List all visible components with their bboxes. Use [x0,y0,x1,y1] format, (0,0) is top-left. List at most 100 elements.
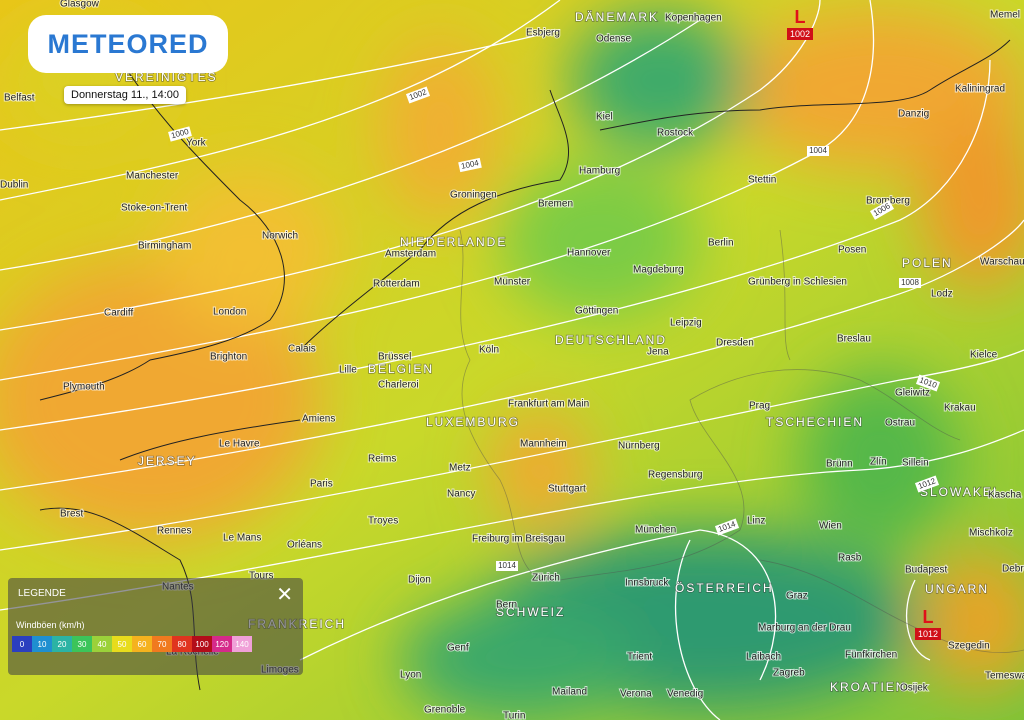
city-label: Zürich [532,573,560,584]
isobar-label-bg [807,146,829,156]
city-label: Le Mans [223,533,261,544]
city-label: York [186,138,207,149]
city-label: Nancy [447,489,475,500]
country-label: UNGARN [925,582,989,596]
city-label: Rotterdam [373,279,420,290]
country-label: LUXEMBURG [426,415,520,429]
city-label: Innsbruck [625,578,669,589]
city-label: Linz [747,516,765,527]
legend-swatch: 10 [32,636,52,652]
city-label: Manchester [126,171,179,182]
city-label: Leipzig [670,318,702,329]
isobar-label: 1012 [914,475,940,493]
city-label: Reims [368,454,396,465]
country-label: NIEDERLANDE [400,235,507,249]
isobar-label: 1010 [915,374,941,392]
isobar-label-bg [405,86,431,104]
low-symbol: L [795,7,806,27]
city-label: Temeswar [985,671,1024,682]
isobar-value: 1008 [901,278,919,287]
isobar-label: 1008 [899,278,921,288]
city-label: Glasgow [60,0,100,10]
city-label: Sillein [902,458,929,469]
city-label: Mannheim [520,439,567,450]
city-label: Dijon [408,575,431,586]
city-label: Kopenhagen [665,13,722,24]
city-label: Plymouth [63,382,105,393]
isobar-value: 1014 [498,561,516,570]
legend-swatch: 50 [112,636,132,652]
city-label: Grenoble [424,705,466,716]
isobar-label-bg [899,278,921,288]
city-label: Kaliningrad [955,84,1005,95]
isobar-label-bg [869,200,895,220]
city-label: Mischkolz [969,528,1013,539]
country-label: BELGIEN [368,362,434,376]
city-label: Regensburg [648,470,702,481]
country-label: TSCHECHIEN [766,415,864,429]
city-label: Charleroi [378,380,419,391]
legend-swatch: 120 [212,636,232,652]
city-label: Kascha [988,490,1022,501]
city-label: Mailand [552,687,587,698]
country-label: POLEN [902,256,953,270]
isobar-value: 1004 [809,146,827,155]
legend-swatch: 20 [52,636,72,652]
city-label: Genf [447,643,469,654]
city-label: Breslau [837,334,871,345]
country-label: JERSEY [138,454,197,468]
legend-swatch: 140 [232,636,252,652]
legend-subtitle: Windböen (km/h) [16,620,85,630]
city-label: Budapest [905,565,947,576]
isobar-label: 1000 [168,126,192,142]
isobar-label: 1004 [458,157,482,173]
city-label: Wien [819,521,842,532]
legend-swatch: 70 [152,636,172,652]
logo[interactable]: METEORED [28,15,228,73]
city-label: Fünfkirchen [845,650,897,661]
city-label: Köln [479,345,499,356]
city-label: München [635,525,676,536]
city-label: Paris [310,479,333,490]
borders [459,229,1024,654]
city-label: Troyes [368,516,398,527]
city-label: Dublin [0,180,28,191]
coastlines [39,39,1011,691]
isobar-label: 1014 [496,561,518,571]
city-label: Kielce [970,350,998,361]
country-label: SLOWAKEI [920,485,998,499]
city-label: Osijek [900,683,929,694]
city-label: Szegedin [948,641,990,652]
city-label: Zagreb [773,668,805,679]
city-label: Laibach [746,652,781,663]
isobar-label-bg [168,126,192,142]
pressure-box [787,28,813,40]
isobar-label-bg [496,561,518,571]
city-label: Brünn [826,459,853,470]
city-label: Amiens [302,414,335,425]
city-label: Brest [60,509,84,520]
close-button[interactable]: ✕ [276,584,293,606]
forecast-time[interactable]: Donnerstag 11., 14:00 [64,86,187,104]
isobar-label-bg [714,518,740,536]
legend-title: LEGENDE [18,588,66,599]
city-label: Warschau [980,257,1024,268]
city-label: Brighton [210,352,247,363]
city-label: Zlín [870,457,887,468]
city-label: Lodz [931,289,953,300]
city-label: Birmingham [138,241,191,252]
city-label: Brüssel [378,352,411,363]
city-label: Magdeburg [633,265,684,276]
country-label: VEREINIGTES [115,70,218,84]
isobar-label-bg [914,475,940,493]
city-label: Lille [339,365,357,376]
city-label: Lyon [400,670,421,681]
country-label: SCHWEIZ [496,605,565,619]
city-label: Calais [288,344,316,355]
city-label: Rennes [157,526,191,537]
city-label: Rostock [657,128,694,139]
city-label: Danzig [898,109,929,120]
city-label: Posen [838,245,866,256]
